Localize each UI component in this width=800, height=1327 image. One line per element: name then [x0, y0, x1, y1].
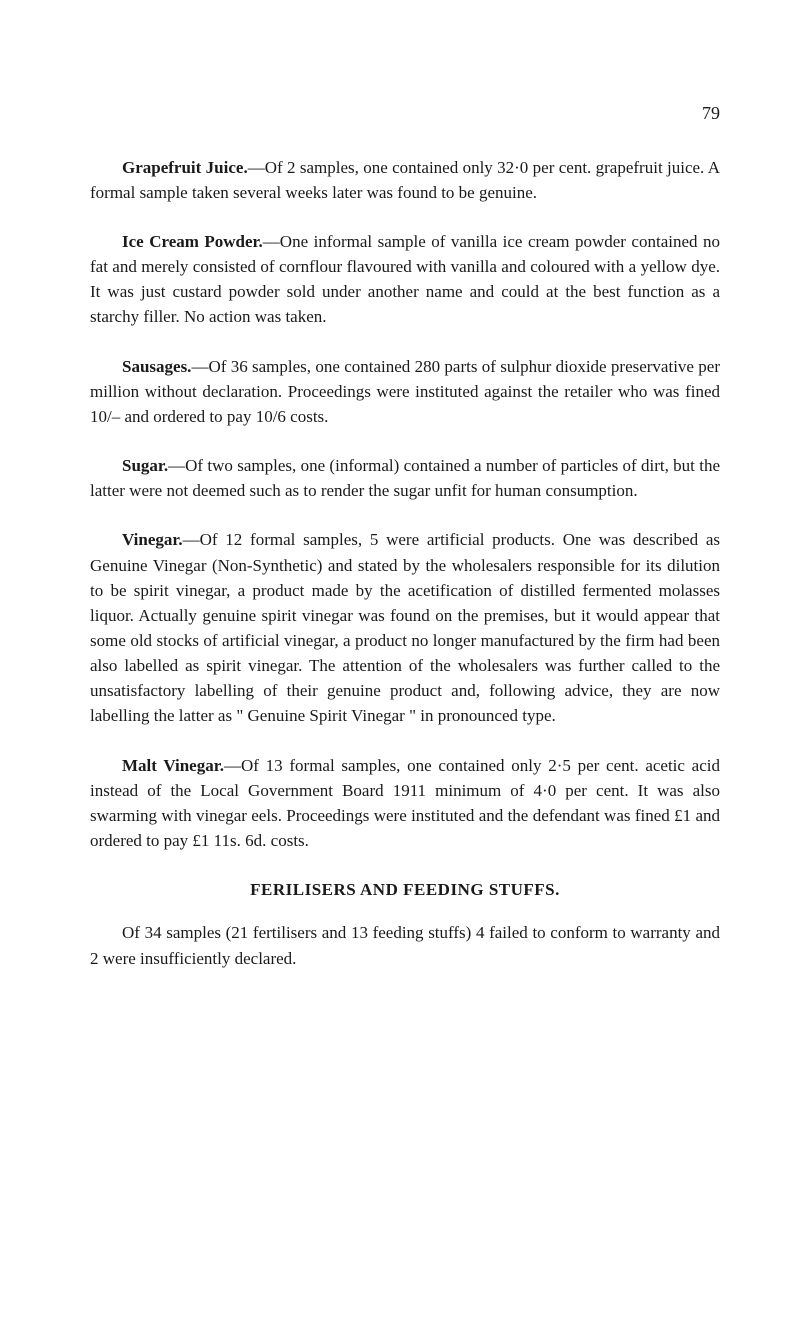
label-ice-cream: Ice Cream Powder. [122, 232, 263, 251]
text-fertilisers: Of 34 samples (21 fertilisers and 13 fee… [90, 923, 720, 967]
page-number: 79 [90, 100, 720, 127]
paragraph-vinegar: Vinegar.—Of 12 formal samples, 5 were ar… [90, 527, 720, 728]
label-malt-vinegar: Malt Vinegar. [122, 756, 224, 775]
paragraph-grapefruit: Grapefruit Juice.—Of 2 samples, one cont… [90, 155, 720, 205]
section-heading-fertilisers: FERILISERS AND FEEDING STUFFS. [90, 877, 720, 902]
text-sugar: —Of two samples, one (informal) containe… [90, 456, 720, 500]
text-vinegar: —Of 12 formal samples, 5 were artificial… [90, 530, 720, 725]
label-sugar: Sugar. [122, 456, 168, 475]
paragraph-sausages: Sausages.—Of 36 samples, one contained 2… [90, 354, 720, 429]
paragraph-malt-vinegar: Malt Vinegar.—Of 13 formal samples, one … [90, 753, 720, 854]
paragraph-fertilisers: Of 34 samples (21 fertilisers and 13 fee… [90, 920, 720, 970]
label-grapefruit: Grapefruit Juice. [122, 158, 248, 177]
paragraph-ice-cream: Ice Cream Powder.—One informal sample of… [90, 229, 720, 330]
label-vinegar: Vinegar. [122, 530, 183, 549]
paragraph-sugar: Sugar.—Of two samples, one (informal) co… [90, 453, 720, 503]
document-page: 79 Grapefruit Juice.—Of 2 samples, one c… [0, 0, 800, 1327]
label-sausages: Sausages. [122, 357, 191, 376]
